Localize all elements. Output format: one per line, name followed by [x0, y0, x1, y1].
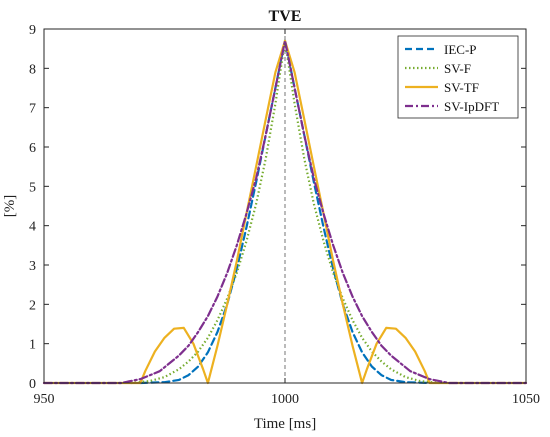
y-tick-label: 7 [29, 102, 36, 117]
series-layer [42, 39, 528, 385]
y-tick-label: 5 [29, 180, 36, 195]
x-tick-label: 950 [34, 392, 55, 407]
y-tick-label: 4 [29, 220, 36, 235]
y-tick-label: 6 [29, 141, 36, 156]
y-tick-label: 0 [29, 377, 36, 392]
series-line-sv-ipdft [42, 39, 528, 385]
legend-label: SV-IpDFT [444, 99, 499, 114]
y-tick-label: 1 [29, 338, 36, 353]
series-line-sv-tf [42, 39, 528, 385]
x-tick-label: 1050 [512, 392, 540, 407]
legend-label: SV-TF [444, 80, 479, 95]
series-line-sv-f [130, 39, 440, 385]
y-tick-label: 3 [29, 259, 36, 274]
legend-label: IEC-P [444, 42, 477, 57]
chart-title: TVE [269, 8, 302, 25]
legend: IEC-P SV-F SV-TF SV-IpDFT [397, 35, 519, 119]
y-tick-label: 8 [29, 62, 36, 77]
ticks-layer: 950 1000 1050 0 1 2 3 4 5 6 7 8 9 [29, 23, 540, 407]
y-tick-label: 2 [29, 298, 36, 313]
y-axis-title: [%] [2, 195, 18, 218]
x-tick-label: 1000 [271, 392, 299, 407]
legend-label: SV-F [444, 61, 471, 76]
y-tick-label: 9 [29, 23, 36, 38]
x-axis-title: Time [ms] [254, 416, 316, 432]
